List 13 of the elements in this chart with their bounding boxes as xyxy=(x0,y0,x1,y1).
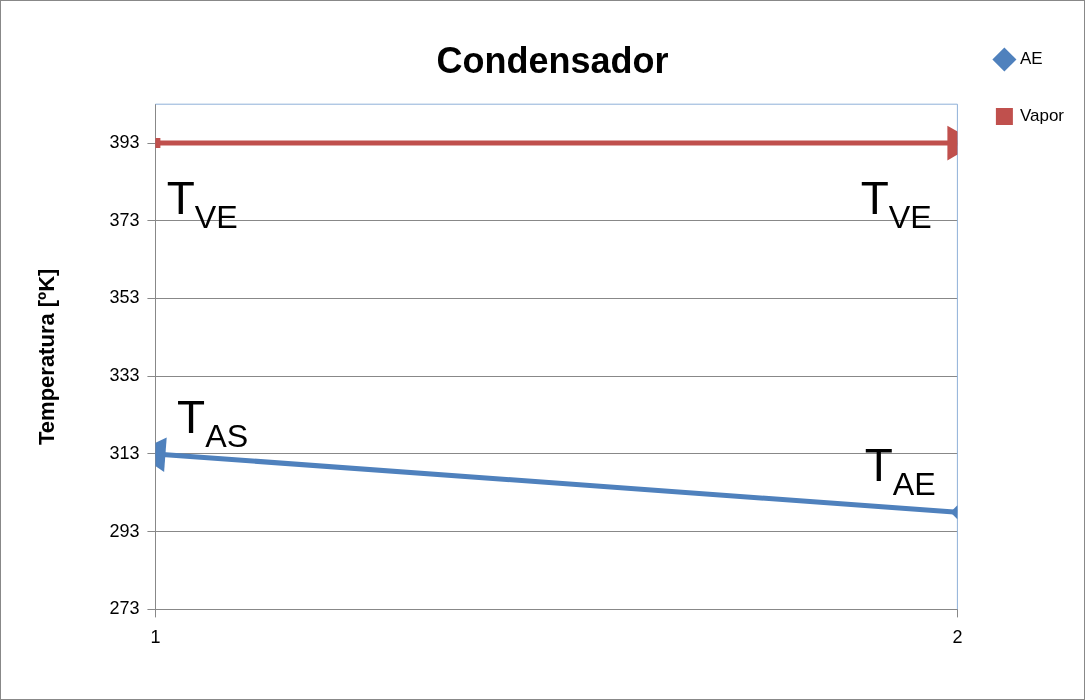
y-tick-label: 273 xyxy=(109,598,140,619)
y-tick-label: 353 xyxy=(109,287,140,308)
y-tick-label: 373 xyxy=(109,209,140,230)
x-tick-label: 2 xyxy=(952,627,963,648)
legend-label: Vapor xyxy=(1019,106,1065,126)
y-tick-label: 333 xyxy=(109,365,140,386)
chart-title: Condensador xyxy=(436,39,669,81)
y-tick-label: 313 xyxy=(109,442,140,463)
legend-label: AE xyxy=(1019,49,1043,69)
x-tick-label: 1 xyxy=(150,627,161,648)
y-tick-label: 393 xyxy=(109,132,140,153)
y-axis-title: Temperatura [ºK] xyxy=(34,268,60,445)
y-tick-label: 293 xyxy=(109,520,140,541)
